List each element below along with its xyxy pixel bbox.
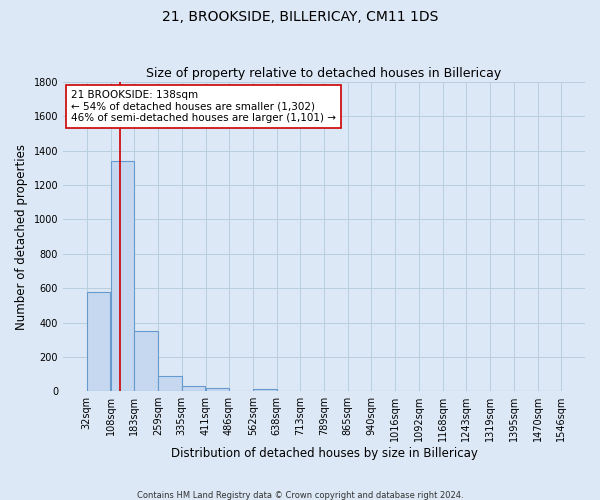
Bar	[253, 388, 277, 391]
Text: Contains HM Land Registry data © Crown copyright and database right 2024.: Contains HM Land Registry data © Crown c…	[137, 490, 463, 500]
Bar	[182, 386, 205, 391]
Bar	[206, 388, 229, 391]
Bar	[110, 161, 134, 391]
Text: 21, BROOKSIDE, BILLERICAY, CM11 1DS: 21, BROOKSIDE, BILLERICAY, CM11 1DS	[162, 10, 438, 24]
Bar	[158, 376, 182, 391]
Title: Size of property relative to detached houses in Billericay: Size of property relative to detached ho…	[146, 66, 502, 80]
Bar	[87, 292, 110, 391]
X-axis label: Distribution of detached houses by size in Billericay: Distribution of detached houses by size …	[170, 447, 478, 460]
Text: 21 BROOKSIDE: 138sqm
← 54% of detached houses are smaller (1,302)
46% of semi-de: 21 BROOKSIDE: 138sqm ← 54% of detached h…	[71, 90, 336, 123]
Y-axis label: Number of detached properties: Number of detached properties	[15, 144, 28, 330]
Bar	[134, 331, 158, 391]
